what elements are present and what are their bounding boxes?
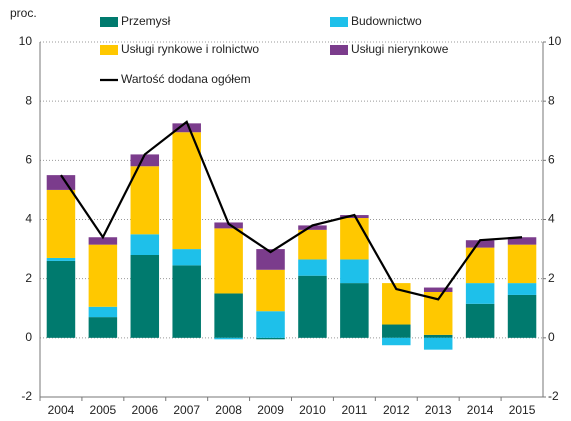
bar-segment bbox=[130, 166, 160, 235]
x-tick-label: 2005 bbox=[90, 403, 117, 417]
y2-tick-label: -2 bbox=[548, 389, 559, 403]
bar-segment bbox=[130, 234, 160, 255]
bar-segment bbox=[214, 222, 243, 229]
bar-segment bbox=[214, 293, 243, 338]
bar-segment bbox=[423, 337, 453, 350]
x-tick-label: 2004 bbox=[48, 403, 75, 417]
y2-tick-label: 2 bbox=[548, 271, 555, 285]
x-tick-label: 2015 bbox=[509, 403, 536, 417]
bar-segment bbox=[46, 175, 76, 190]
x-tick-label: 2007 bbox=[173, 403, 200, 417]
bar-segment bbox=[172, 265, 201, 338]
x-tick-label: 2012 bbox=[383, 403, 410, 417]
bar-segment bbox=[507, 244, 537, 284]
y-tick-label: 6 bbox=[25, 153, 32, 167]
y2-tick-label: 0 bbox=[548, 330, 555, 344]
legend-label: Przemysł bbox=[121, 14, 171, 28]
line bbox=[60, 120, 523, 301]
bar-segment bbox=[130, 154, 160, 167]
legend-label: Budownictwo bbox=[351, 14, 422, 28]
x-tick-label: 2013 bbox=[425, 403, 452, 417]
legend-swatch bbox=[330, 45, 348, 55]
bar-segment bbox=[507, 294, 537, 338]
bar-segment bbox=[172, 123, 201, 133]
bar-segment bbox=[465, 303, 495, 338]
y-tick-label: 0 bbox=[25, 330, 32, 344]
bar-segment bbox=[340, 259, 369, 284]
x-tick-label: 2008 bbox=[215, 403, 242, 417]
bar-segment bbox=[465, 240, 495, 248]
bar-segment bbox=[172, 132, 201, 250]
y-tick-label: -2 bbox=[21, 389, 32, 403]
bar-segment bbox=[130, 255, 160, 338]
legend-label: Usługi nierynkowe bbox=[351, 42, 449, 56]
bar-segment bbox=[507, 283, 537, 295]
y2-tick-label: 4 bbox=[548, 212, 555, 226]
bar-segment bbox=[88, 306, 118, 318]
bar-segment bbox=[46, 189, 76, 258]
bar-segment bbox=[256, 311, 285, 338]
bar-segment bbox=[256, 249, 285, 270]
y-tick-label: 4 bbox=[25, 212, 32, 226]
bar-segment bbox=[214, 228, 243, 294]
x-tick-label: 2006 bbox=[131, 403, 158, 417]
x-tick-label: 2009 bbox=[257, 403, 284, 417]
bar-segment bbox=[256, 269, 285, 312]
bar-segment bbox=[88, 237, 118, 245]
bar-segment bbox=[382, 324, 411, 338]
legend-label: Usługi rynkowe i rolnictwo bbox=[121, 42, 259, 56]
legend-swatch bbox=[100, 17, 118, 27]
unit-label: proc. bbox=[10, 6, 37, 20]
x-tick-label: 2014 bbox=[467, 403, 494, 417]
y-tick-label: 8 bbox=[25, 93, 32, 107]
bar-segment bbox=[46, 260, 76, 338]
bar-segment bbox=[46, 257, 76, 261]
bar-segment bbox=[340, 218, 369, 260]
bar-segment bbox=[298, 225, 327, 230]
x-tick-label: 2010 bbox=[299, 403, 326, 417]
x-tick-label: 2011 bbox=[341, 403, 367, 417]
bar-segment bbox=[172, 249, 201, 266]
legend-label: Wartość dodana ogółem bbox=[121, 72, 251, 86]
bar-segment bbox=[88, 244, 118, 307]
legend-swatch bbox=[330, 17, 348, 27]
y-tick-label: 10 bbox=[19, 34, 33, 48]
legend-swatch bbox=[100, 45, 118, 55]
y2-tick-label: 8 bbox=[548, 93, 555, 107]
bar-segment bbox=[298, 259, 327, 276]
bar-segment bbox=[214, 337, 243, 340]
bar-segment bbox=[298, 229, 327, 260]
bar-segment bbox=[382, 337, 411, 346]
y2-tick-label: 6 bbox=[548, 153, 555, 167]
bar-segment bbox=[340, 283, 369, 338]
bar-segment bbox=[507, 237, 537, 245]
bar-segment bbox=[465, 283, 495, 304]
bar-segment bbox=[298, 275, 327, 338]
y2-tick-label: 10 bbox=[548, 34, 562, 48]
bar-segment bbox=[423, 334, 453, 338]
bar-segment bbox=[88, 317, 118, 338]
bar-segment bbox=[423, 287, 453, 292]
y-tick-label: 2 bbox=[25, 271, 32, 285]
bar-segment bbox=[256, 337, 285, 340]
